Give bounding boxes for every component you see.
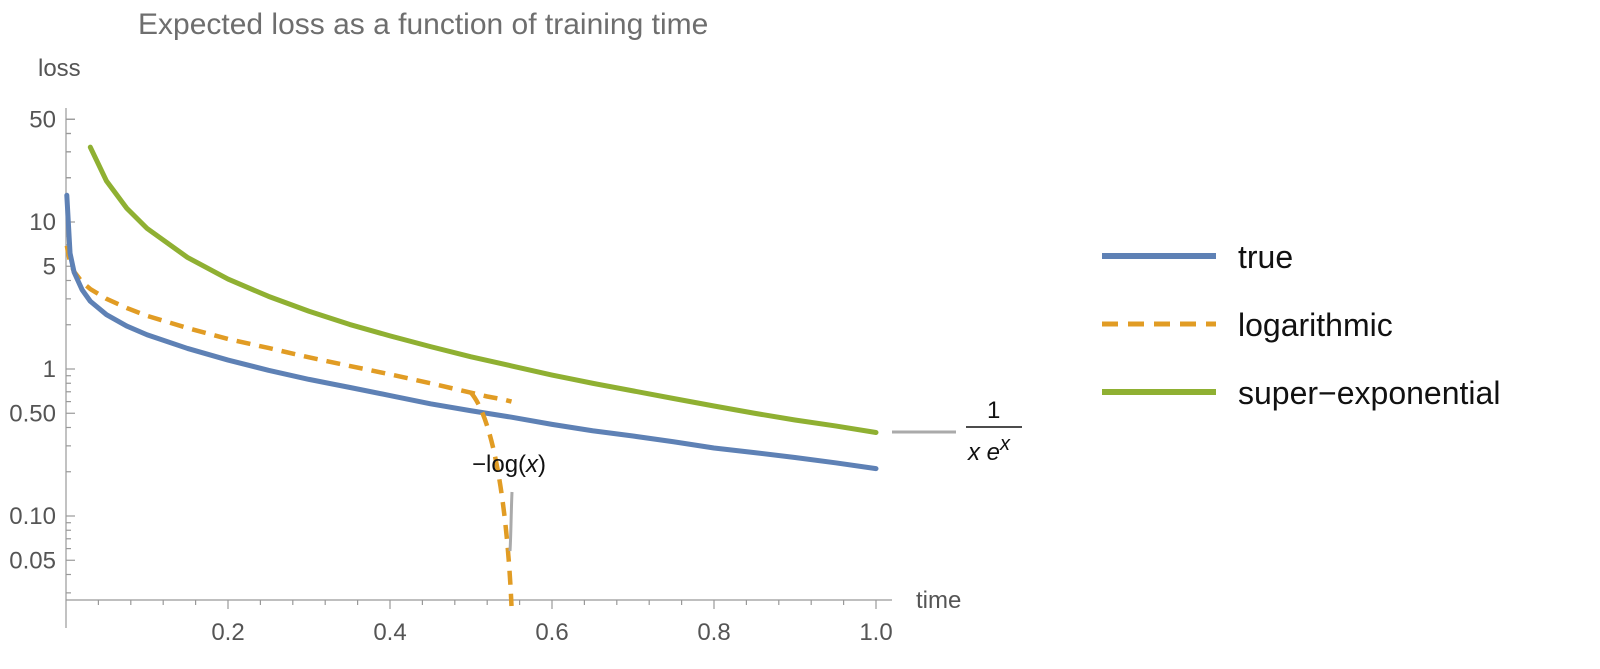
series-line-logarithmic-tail — [469, 391, 514, 607]
legend: true logarithmic super−exponential — [1102, 239, 1500, 411]
x-axis-label: time — [916, 587, 961, 614]
legend-item-logarithmic: logarithmic — [1102, 307, 1393, 343]
x-tick-label: 0.8 — [697, 619, 730, 646]
x-tick-label: 0.4 — [373, 619, 406, 646]
chart-title: Expected loss as a function of training … — [138, 8, 708, 41]
y-tick-label: 5 — [43, 253, 56, 280]
y-tick-label: 1 — [43, 356, 56, 383]
legend-label-logarithmic: logarithmic — [1238, 307, 1393, 343]
y-ticks: 50 10 5 1 0.50 0.10 0.05 — [9, 106, 75, 594]
series-line-logarithmic — [64, 245, 513, 404]
legend-item-true: true — [1102, 239, 1293, 275]
x-tick-label: 0.2 — [211, 619, 244, 646]
y-tick-label: 50 — [29, 106, 56, 133]
y-axis-label: loss — [38, 55, 81, 82]
series-line-super-exponential — [87, 144, 879, 435]
x-tick-label: 1.0 — [859, 619, 892, 646]
annotation-superexp: 1 x ex — [892, 397, 1022, 466]
x-tick-label: 0.6 — [535, 619, 568, 646]
series-line-true — [64, 192, 879, 472]
y-tick-label: 0.10 — [9, 503, 56, 530]
legend-label-super-exponential: super−exponential — [1238, 375, 1500, 411]
annotation-log-label: −log(x) — [472, 451, 546, 478]
annotation-log-leader — [508, 491, 514, 552]
annotation-log: −log(x) — [472, 451, 546, 552]
axes — [65, 108, 892, 628]
series-layer — [64, 144, 879, 607]
legend-label-true: true — [1238, 239, 1293, 275]
y-tick-label: 0.50 — [9, 400, 56, 427]
annotation-superexp-numerator: 1 — [987, 397, 1000, 424]
y-tick-label: 10 — [29, 209, 56, 236]
y-tick-label: 0.05 — [9, 547, 56, 574]
legend-item-super-exponential: super−exponential — [1102, 375, 1500, 411]
annotation-superexp-denominator: x ex — [967, 433, 1011, 466]
x-ticks: 0.2 0.4 0.6 0.8 1.0 — [97, 600, 893, 646]
